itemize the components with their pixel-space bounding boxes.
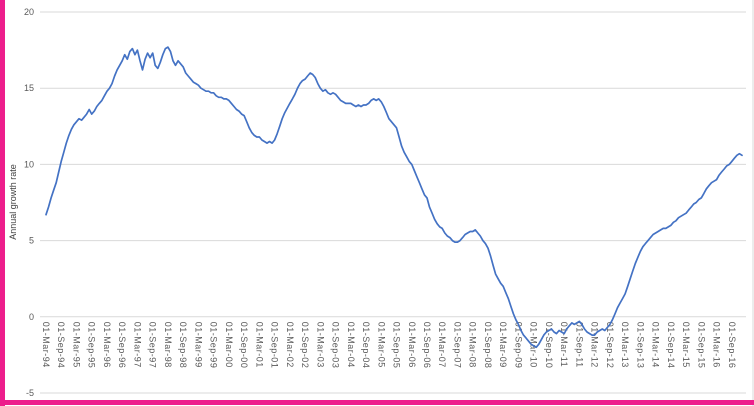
x-tick-label: 01-Mar-05 <box>376 322 386 368</box>
x-tick-label: 01-Sep-97 <box>148 322 158 369</box>
x-tick-label: 01-Sep-03 <box>331 322 341 369</box>
x-tick-label: 01-Sep-95 <box>87 322 97 369</box>
x-tick-label: 01-Sep-13 <box>635 322 645 369</box>
series-line <box>45 46 743 349</box>
x-tick-label: 01-Sep-00 <box>239 322 249 369</box>
x-tick-label: 01-Sep-09 <box>513 322 523 369</box>
x-tick-label: 01-Mar-04 <box>346 322 356 368</box>
x-tick-label: 01-Sep-15 <box>696 322 706 369</box>
x-tick-label: 01-Sep-06 <box>422 322 432 369</box>
x-tick-label: 01-Mar-06 <box>407 322 417 368</box>
y-tick-label: -5 <box>26 388 34 398</box>
x-tick-label: 01-Mar-12 <box>590 322 600 368</box>
x-tick-label: 01-Mar-02 <box>285 322 295 368</box>
x-tick-label: 01-Sep-08 <box>483 322 493 369</box>
x-tick-label: 01-Sep-12 <box>605 322 615 369</box>
x-tick-label: 01-Sep-05 <box>392 322 402 369</box>
x-tick-label: 01-Mar-09 <box>498 322 508 368</box>
x-tick-label: 01-Mar-11 <box>559 322 569 367</box>
x-tick-label: 01-Mar-00 <box>224 322 234 368</box>
x-tick-label: 01-Sep-11 <box>574 322 584 368</box>
x-tick-label: 01-Mar-97 <box>132 322 142 368</box>
x-tick-label: 01-Mar-03 <box>315 322 325 368</box>
x-tick-label: 01-Mar-94 <box>41 322 51 368</box>
x-tick-label: 01-Sep-99 <box>209 322 219 369</box>
y-axis-title: Annual growth rate <box>8 164 18 240</box>
x-tick-label: 01-Mar-16 <box>712 322 722 368</box>
x-tick-label: 01-Sep-14 <box>666 322 676 369</box>
x-tick-label: 01-Sep-98 <box>178 322 188 369</box>
x-tick-label: 01-Mar-96 <box>102 322 112 368</box>
x-tick-label: 01-Mar-15 <box>681 322 691 368</box>
x-tick-label: 01-Mar-14 <box>651 322 661 368</box>
x-tick-label: 01-Sep-04 <box>361 322 371 369</box>
right-edge-border <box>752 0 754 406</box>
x-tick-label: 01-Mar-95 <box>72 322 82 368</box>
x-tick-label: 01-Sep-96 <box>117 322 127 369</box>
y-tick-label: 15 <box>24 83 34 93</box>
x-tick-label: 01-Mar-13 <box>620 322 630 368</box>
left-accent-bar <box>0 0 5 406</box>
y-tick-label: 20 <box>24 7 34 17</box>
x-tick-label: 01-Mar-99 <box>193 322 203 368</box>
x-tick-label: 01-Sep-01 <box>270 322 280 369</box>
x-tick-label: 01-Sep-16 <box>727 322 737 369</box>
x-tick-label: 01-Sep-02 <box>300 322 310 369</box>
x-tick-label: 01-Sep-07 <box>453 322 463 369</box>
x-tick-label: 01-Mar-08 <box>468 322 478 368</box>
y-tick-label: 10 <box>24 159 34 169</box>
y-tick-label: 0 <box>29 312 34 322</box>
y-tick-label: 5 <box>29 236 34 246</box>
x-tick-label: 01-Mar-01 <box>254 322 264 368</box>
bottom-accent-bar <box>0 400 754 405</box>
x-tick-label: 01-Sep-10 <box>544 322 554 369</box>
x-tick-label: 01-Mar-07 <box>437 322 447 368</box>
x-tick-label: 01-Mar-98 <box>163 322 173 368</box>
x-tick-label: 01-Sep-94 <box>56 322 66 369</box>
